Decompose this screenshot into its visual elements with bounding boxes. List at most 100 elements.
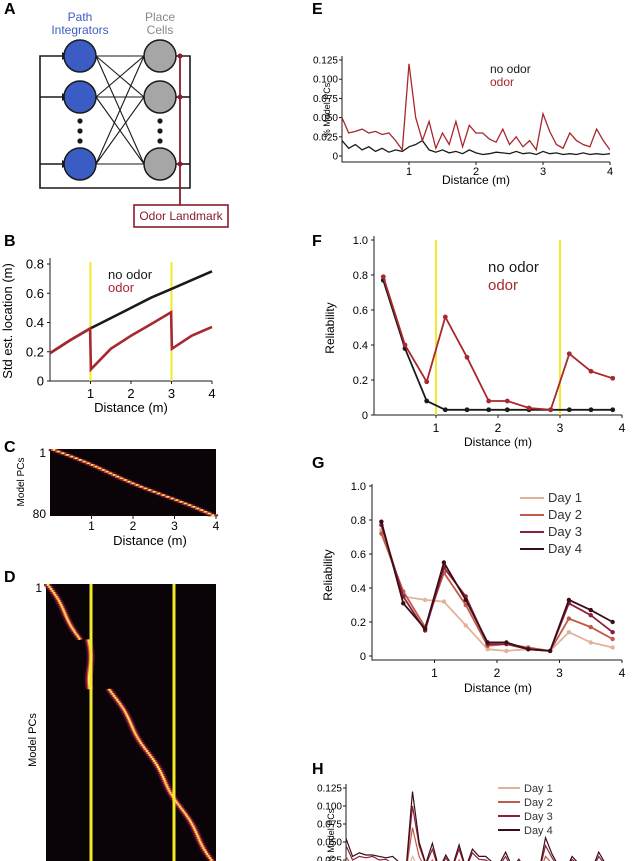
- legend-day-2: Day 2: [548, 507, 582, 522]
- point-day-2: [379, 531, 384, 536]
- heatmap-peak: [150, 756, 153, 759]
- heatmap-peak: [175, 499, 178, 502]
- panel-letter-e: E: [312, 1, 323, 18]
- x-tick-label: 4: [607, 166, 613, 178]
- heatmap-peak: [124, 479, 127, 482]
- x-tick-label: 2: [130, 519, 137, 533]
- heatmap-peak: [70, 625, 73, 628]
- heatmap-peak: [160, 771, 163, 775]
- heatmap-peak: [69, 623, 72, 626]
- y-tick-label: 0.8: [351, 515, 366, 527]
- heatmap-peak: [168, 789, 171, 793]
- heatmap-peak: [154, 762, 157, 765]
- heatmap-peak: [144, 487, 147, 490]
- heatmap-peak: [127, 716, 129, 719]
- y-tick-label: 0.075: [317, 820, 342, 831]
- point-no-odor: [588, 407, 594, 413]
- heatmap-peak: [109, 472, 112, 475]
- heatmap-peak: [196, 835, 199, 838]
- axes: [371, 484, 622, 661]
- x-tick-label: 1: [433, 421, 440, 435]
- point-day-4: [422, 626, 428, 631]
- x-tick-label: 2: [494, 666, 501, 680]
- heatmap-peak: [131, 726, 134, 729]
- x-tick-label: 2: [127, 386, 134, 401]
- y-tick-label: 0.125: [317, 784, 342, 795]
- line-day-4: [345, 791, 605, 861]
- heatmap-peak: [61, 607, 64, 611]
- plot-area: [345, 791, 605, 861]
- heatmap-peak: [127, 480, 131, 483]
- heatmap-peak: [171, 497, 174, 500]
- legend-no-odor: no odor: [488, 259, 539, 276]
- heatmap-peak: [57, 450, 60, 453]
- point-day-1: [504, 648, 509, 654]
- heatmap-peak: [118, 702, 121, 706]
- heatmap-peak: [180, 807, 183, 810]
- point-no-odor: [424, 398, 430, 404]
- axes: [341, 56, 610, 163]
- heatmap-peak: [177, 803, 180, 806]
- legend-odor: odor: [490, 75, 514, 89]
- heatmap-peak: [55, 595, 58, 599]
- heatmap-peak: [166, 785, 169, 789]
- y-tick-label: 0.6: [26, 286, 44, 301]
- y-tick-label: 1.0: [353, 235, 368, 247]
- heatmap-peak: [120, 477, 123, 480]
- chart-b-std-location: 1 2 3 4 0 0.2 0.4 0.6 0.8 Distance (m) Std est. lo…: [0, 257, 216, 415]
- heatmap-peak: [195, 831, 197, 834]
- x-axis-label: Distance (m): [442, 173, 510, 187]
- x-tick-label: 4: [213, 519, 220, 533]
- x-tick-label: 3: [168, 386, 175, 401]
- integrator-neuron: [63, 80, 97, 114]
- y-axis-label: Std est. location (m): [0, 263, 15, 379]
- x-tick-label: 1: [431, 666, 438, 680]
- heatmap-peak: [162, 775, 164, 779]
- heatmap-peak: [200, 509, 203, 512]
- line-day-3: [345, 805, 603, 861]
- y-tick-label: 0: [360, 651, 366, 663]
- heatmap-peak: [88, 671, 91, 674]
- y-axis-label: Reliability: [323, 302, 337, 353]
- heatmap-peak: [114, 696, 117, 700]
- heatmap-peak: [105, 470, 109, 473]
- y-axis-label: Model PCs: [27, 713, 39, 767]
- point-odor: [380, 274, 386, 280]
- heatmap-peak: [102, 469, 105, 472]
- heatmap-peak: [188, 504, 191, 507]
- heatmap-peak: [140, 742, 143, 745]
- heatmap-peak: [153, 490, 156, 493]
- legend-no-odor: no odor: [108, 267, 153, 282]
- heatmap-peak: [124, 710, 126, 714]
- heatmap-peak: [113, 694, 115, 698]
- y-tick-label: 0.050: [313, 113, 338, 124]
- y-tick-label: 1: [35, 581, 42, 595]
- heatmap-peak: [170, 793, 173, 797]
- point-odor: [464, 354, 470, 360]
- heatmap-peak: [111, 692, 114, 696]
- heatmap-peak: [66, 617, 69, 621]
- heatmap-peak: [164, 781, 167, 785]
- y-tick-label: 1.0: [351, 481, 366, 493]
- point-day-4: [610, 619, 615, 625]
- heatmap-peak: [184, 502, 187, 505]
- y-tick-label: 0.100: [313, 75, 338, 86]
- integrators-label-1: Path: [68, 10, 93, 24]
- point-day-4: [588, 607, 593, 613]
- heatmap-peak: [197, 837, 200, 840]
- heatmap-peak: [91, 464, 94, 467]
- panel-letter-h: H: [312, 761, 324, 778]
- heatmap-peak: [48, 585, 51, 589]
- y-tick-label: 0.4: [353, 340, 368, 352]
- x-axis-label: Distance (m): [113, 533, 187, 548]
- point-odor: [504, 398, 510, 404]
- point-day-1: [566, 630, 572, 635]
- heatmap-peak: [166, 495, 169, 498]
- x-tick-label: 1: [87, 386, 94, 401]
- x-tick-label: 2: [473, 166, 479, 178]
- heatmap-peak: [88, 684, 91, 688]
- heatmap-peak: [67, 619, 69, 622]
- heatmap-peak: [87, 641, 90, 644]
- heatmap-peak: [88, 643, 91, 646]
